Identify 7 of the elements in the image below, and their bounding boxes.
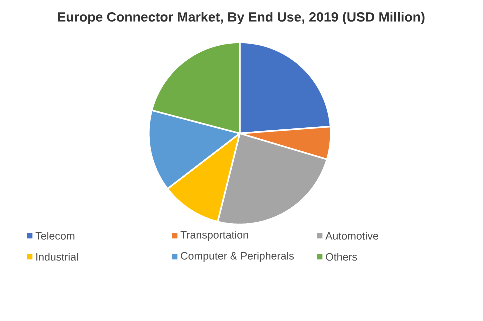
legend-label: Others bbox=[326, 253, 358, 261]
legend-label: Telecom bbox=[36, 232, 75, 240]
legend-label: Industrial bbox=[36, 253, 78, 261]
chart-title: Europe Connector Market, By End Use, 2019 (USD Million) bbox=[58, 12, 425, 25]
legend-label: Automotive bbox=[326, 232, 378, 240]
legend-label: Computer & Peripherals bbox=[181, 252, 294, 262]
legend-label: Transportation bbox=[180, 231, 248, 241]
